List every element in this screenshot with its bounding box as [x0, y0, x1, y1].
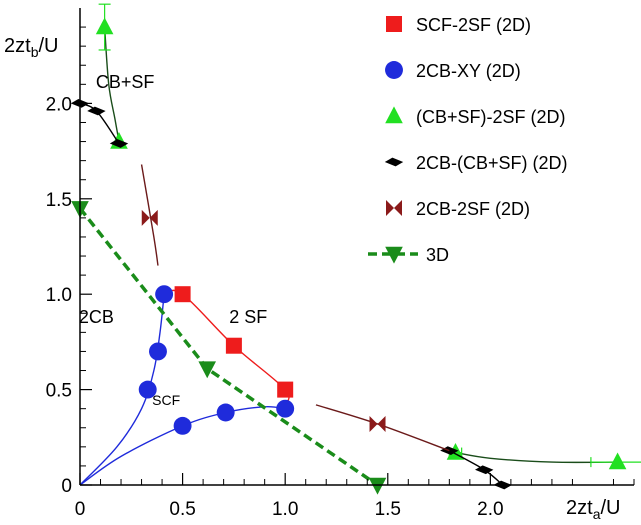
data-point-bowtie-right: [149, 209, 158, 226]
legend-marker-bowtie-right: [394, 200, 402, 216]
legend-marker-triangle-down: [385, 246, 403, 264]
legend-label: 2CB-2SF (2D): [416, 199, 530, 219]
data-point-bowtie: [369, 415, 378, 432]
y-axis-title-tail: /U: [38, 35, 58, 57]
legend-label: 3D: [426, 245, 449, 265]
x-ticks: 0 0.5 1.0 1.5 2.0: [75, 473, 635, 520]
data-point-circle: [149, 342, 167, 361]
data-point-triangle-down: [368, 477, 387, 495]
legend-label: 2CB-XY (2D): [416, 61, 521, 81]
y-ticks: 0 0.5 1.0 1.5 2.0: [46, 26, 92, 497]
y-axis-title-sub: b: [31, 44, 39, 60]
series-1-curve: [79, 405, 286, 486]
x-tick-label: 0.5: [169, 499, 195, 520]
data-point-square: [174, 286, 191, 303]
y-tick-label: 1.5: [46, 190, 72, 211]
legend-marker-square: [386, 16, 402, 32]
data-point-square: [277, 381, 294, 398]
data-point-diamond: [475, 465, 494, 475]
x-tick-label: 1.5: [375, 499, 401, 520]
series-2-curve: [103, 27, 120, 142]
legend-marker-diamond: [384, 157, 404, 167]
x-axis-title-tail: /U: [600, 497, 620, 519]
legend-marker-bowtie: [386, 200, 394, 216]
series-0: [163, 286, 294, 406]
legend-label: (CB+SF)-2SF (2D): [416, 107, 566, 127]
region-label: 2CB: [79, 307, 114, 327]
series-4-curve: [140, 164, 159, 266]
region-label: SCF: [152, 392, 180, 408]
data-point-diamond: [109, 139, 129, 148]
y-axis-title-main: 2zt: [4, 35, 31, 57]
series-4: [140, 164, 450, 452]
legend-label: 2CB-(CB+SF) (2D): [416, 153, 568, 173]
legend-label: SCF-2SF (2D): [416, 15, 531, 35]
x-axis-title-main: 2zt: [566, 497, 593, 519]
series-1: [79, 285, 295, 486]
x-axis-title: 2zta/U: [566, 497, 620, 522]
data-point-square: [225, 337, 242, 354]
axes: [79, 8, 634, 486]
region-label: 2 SF: [229, 307, 267, 327]
series-2-curve: [455, 451, 618, 464]
region-labels: CB+SF 2CB 2 SF SCF: [79, 72, 267, 408]
y-tick-label: 1.0: [46, 285, 72, 306]
data-point-circle: [276, 399, 295, 418]
data-point-triangle-up: [95, 17, 114, 35]
data-point-circle: [155, 285, 174, 304]
data-point-bowtie-right: [377, 415, 386, 432]
y-tick-label: 0.5: [46, 381, 72, 402]
data-point-circle: [138, 380, 157, 399]
y-tick-label: 0: [61, 476, 72, 497]
legend-marker-circle: [385, 61, 403, 79]
data-point-triangle-down: [198, 361, 217, 379]
x-tick-label: 1.0: [272, 499, 298, 520]
y-tick-label: 2.0: [46, 94, 72, 115]
x-axis-title-sub: a: [593, 506, 601, 522]
y-axis-title: 2ztb/U: [4, 35, 58, 60]
x-tick-label: 0: [75, 499, 86, 520]
data-point-circle: [173, 416, 192, 435]
plot-area: [70, 3, 641, 495]
legend-marker-triangle-up: [385, 106, 403, 124]
x-tick-label: 2.0: [477, 499, 503, 520]
region-label: CB+SF: [96, 72, 155, 92]
data-point-circle: [216, 403, 235, 422]
legend: SCF-2SF (2D) 2CB-XY (2D) (CB+SF)-2SF (2D) 2…: [368, 15, 568, 265]
data-point-triangle-up: [608, 452, 627, 470]
data-point-diamond: [87, 106, 106, 116]
data-point-bowtie: [141, 209, 150, 226]
